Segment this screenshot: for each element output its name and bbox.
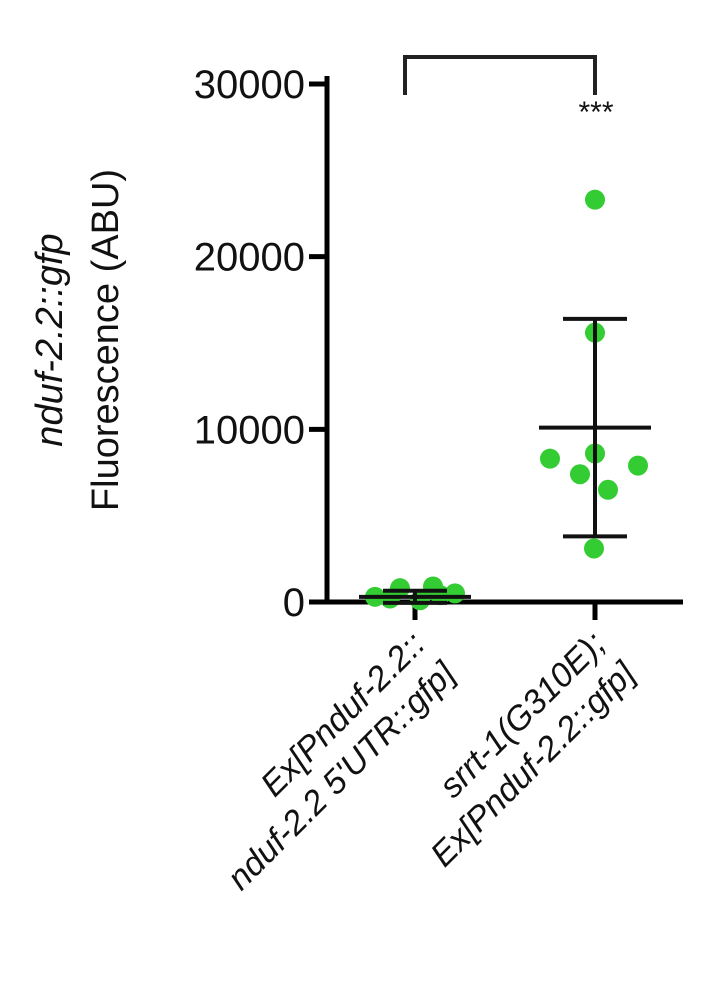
y-axis-label: nduf-2.2::gfp bbox=[29, 233, 71, 446]
data-point bbox=[540, 448, 560, 469]
y-tick-label: 10000 bbox=[194, 408, 305, 452]
significance-label: *** bbox=[578, 96, 613, 129]
data-point bbox=[585, 189, 605, 210]
data-point bbox=[570, 464, 590, 485]
significance-bracket bbox=[403, 55, 597, 95]
y-axis-label: Fluorescence (ABU) bbox=[85, 169, 127, 511]
data-point bbox=[584, 538, 604, 559]
y-tick-label: 20000 bbox=[194, 236, 305, 280]
data-point bbox=[598, 479, 618, 500]
y-tick-label: 30000 bbox=[194, 63, 305, 107]
y-tick-label: 0 bbox=[283, 581, 305, 625]
data-point bbox=[628, 455, 648, 476]
